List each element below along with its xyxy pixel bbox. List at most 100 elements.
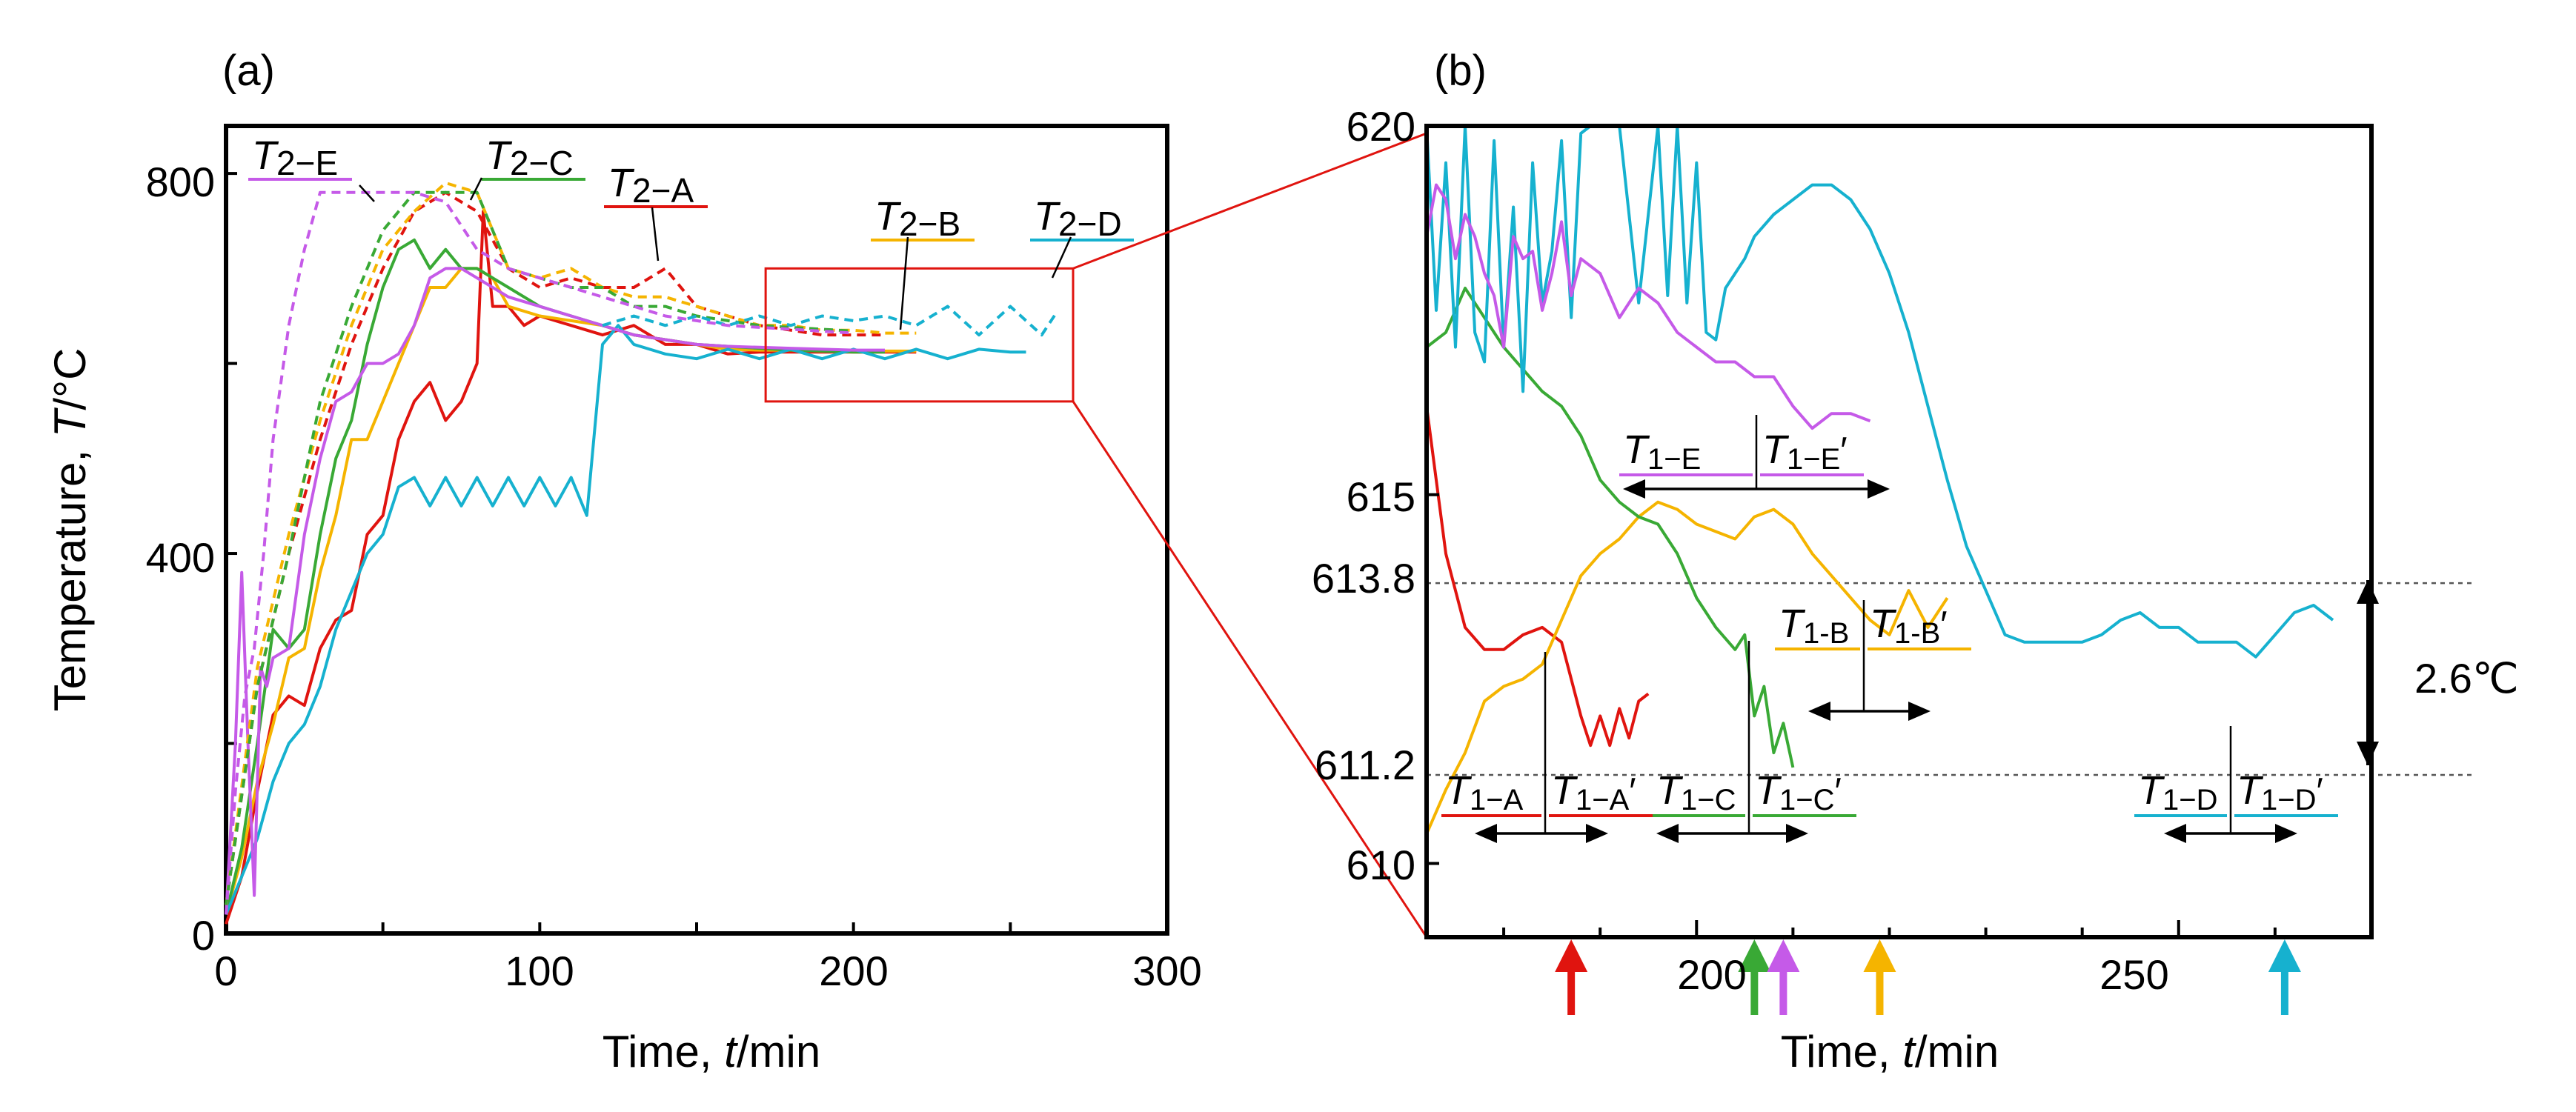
- a-ylabel-prefix: Temperature,: [45, 437, 95, 711]
- panel-a-label: (a): [222, 47, 275, 95]
- b-label-right-a: T1−A′: [1551, 768, 1636, 816]
- span-arrowhead-bottom: [2357, 742, 2379, 765]
- a-xlabel: Time, t/min: [602, 1027, 820, 1076]
- a-label-leader: [899, 236, 909, 330]
- b-label-sub: 1−E: [1787, 443, 1840, 476]
- a-label-t2e: T2−E: [252, 133, 338, 182]
- a-ylabel-unit: /°C: [45, 348, 95, 410]
- b-arrowhead-right: [1868, 479, 1890, 499]
- b-label-var: T: [1445, 768, 1473, 813]
- b-arrowhead-right: [1586, 824, 1608, 843]
- b-label-sub: 1−D: [2162, 784, 2218, 816]
- a-xtick-0: 0: [214, 948, 237, 994]
- span-indicator: 2.6℃: [2357, 580, 2519, 765]
- a-ytick-0: 0: [192, 912, 215, 959]
- a-label-leader: [469, 177, 483, 201]
- a-series-t2-a: [225, 190, 885, 905]
- a-ylabel: Temperature, T/°C: [45, 348, 95, 712]
- b-label-left-e: T1−E: [1623, 427, 1701, 476]
- a-xtick-300: 300: [1132, 948, 1201, 994]
- b-arrowhead-left: [2164, 824, 2186, 843]
- b-label-left-a: T1−A: [1445, 768, 1524, 816]
- a-label-t2d: T2−D: [1034, 194, 1122, 243]
- b-label-sub: 1−A: [1470, 784, 1524, 816]
- a-series-t2-b: [225, 181, 917, 905]
- a-xtick-100: 100: [505, 948, 574, 994]
- a-label-t2a: T2−A: [608, 161, 694, 210]
- panel-b: (b) T1−E T1−E′T1-B T1-B′T1−A T1−A′ T1−C T1−C′…: [1312, 47, 2519, 1076]
- panel-b-ticks: [1427, 124, 2277, 937]
- panel-b-series: [1427, 126, 2334, 835]
- b-marker-arrow-head-a: [1555, 939, 1588, 972]
- b-label-left-c: T1−C: [1656, 768, 1736, 816]
- a-label-var: T: [1034, 194, 1061, 239]
- panel-a-inset-box: [764, 267, 1075, 403]
- b-label-prime: ′: [1940, 604, 1947, 645]
- b-xtick-200: 200: [1677, 951, 1746, 998]
- panel-a-curve-labels: T2−E T2−C T2−AT2−B T2−D: [248, 133, 1134, 330]
- a-series-t2-e: [225, 190, 854, 915]
- b-label-right-d: T1−D′: [2237, 768, 2323, 816]
- b-series-a: [1427, 406, 1650, 748]
- b-label-prime: ′: [1835, 770, 1842, 812]
- panel-a-frame: [224, 124, 1169, 936]
- a-xlabel-prefix: Time,: [602, 1027, 724, 1076]
- b-label-var: T: [1870, 602, 1897, 646]
- b-label-sub: 1−A: [1576, 784, 1630, 816]
- a-label-sub: 2−E: [276, 144, 338, 182]
- panel-b-frame: [1424, 124, 2374, 939]
- a-series-t1-e: [225, 267, 885, 915]
- a-series-t1-b: [225, 267, 917, 915]
- b-label-var: T: [1551, 768, 1579, 813]
- b-arrowhead-left: [1656, 824, 1679, 843]
- a-ytick-800: 800: [146, 159, 215, 205]
- a-xtick-200: 200: [819, 948, 888, 994]
- a-ylabel-var: T: [45, 407, 95, 437]
- b-label-prime: ′: [2317, 770, 2323, 812]
- b-marker-arrow-head-d: [2268, 939, 2301, 972]
- b-arrowhead-right: [1786, 824, 1808, 843]
- b-xlabel-unit: /min: [1915, 1027, 1999, 1076]
- panel-a: (a) T2−E T2−C T2−AT2−B T2−D 800 400 0 0 100…: [45, 47, 1202, 1076]
- b-label-sub: 1-B: [1803, 617, 1849, 650]
- b-label-sub: 1−C: [1779, 784, 1835, 816]
- b-ytick-613-8: 613.8: [1312, 555, 1415, 602]
- b-label-sub: 1−D: [2261, 784, 2317, 816]
- b-label-prime: ′: [1840, 430, 1847, 471]
- b-series-e: [1427, 183, 1871, 430]
- b-label-var: T: [2237, 768, 2264, 813]
- a-ytick-400: 400: [146, 534, 215, 581]
- b-label-right-e: T1−E′: [1762, 427, 1848, 476]
- b-series-b: [1427, 500, 1949, 835]
- span-label: 2.6℃: [2414, 655, 2519, 702]
- panel-b-arrows: [1555, 939, 2301, 1015]
- b-label-right-c: T1−C′: [1755, 768, 1842, 816]
- a-label-sub: 2−C: [510, 144, 574, 182]
- a-label-leader: [651, 207, 660, 262]
- b-label-var: T: [1656, 768, 1684, 813]
- b-label-var: T: [1762, 427, 1790, 472]
- b-label-var: T: [1779, 602, 1806, 646]
- b-ytick-611-2: 611.2: [1315, 742, 1415, 788]
- inset-connector-top: [1072, 132, 1427, 270]
- panel-b-label: (b): [1434, 47, 1487, 95]
- panel-a-ticks: [226, 172, 1012, 933]
- a-label-var: T: [252, 133, 279, 178]
- b-arrowhead-left: [1808, 702, 1830, 721]
- a-label-var: T: [485, 133, 513, 178]
- b-label-sub: 1−E: [1647, 443, 1701, 476]
- b-xlabel: Time, t/min: [1781, 1027, 1999, 1076]
- b-label-left-d: T1−D: [2138, 768, 2218, 816]
- panel-a-series: [225, 181, 1059, 925]
- b-label-var: T: [1623, 427, 1650, 472]
- b-label-sub: 1-B: [1894, 617, 1940, 650]
- a-xlabel-var: t: [724, 1027, 738, 1076]
- b-series-d: [1427, 126, 2334, 659]
- b-marker-arrow-head-b: [1863, 939, 1896, 972]
- a-label-var: T: [608, 161, 635, 205]
- a-label-t2c: T2−C: [485, 133, 574, 182]
- b-xlabel-prefix: Time,: [1781, 1027, 1902, 1076]
- b-arrowhead-left: [1475, 824, 1497, 843]
- b-label-right-b: T1-B′: [1870, 602, 1948, 650]
- b-arrowhead-right: [1908, 702, 1931, 721]
